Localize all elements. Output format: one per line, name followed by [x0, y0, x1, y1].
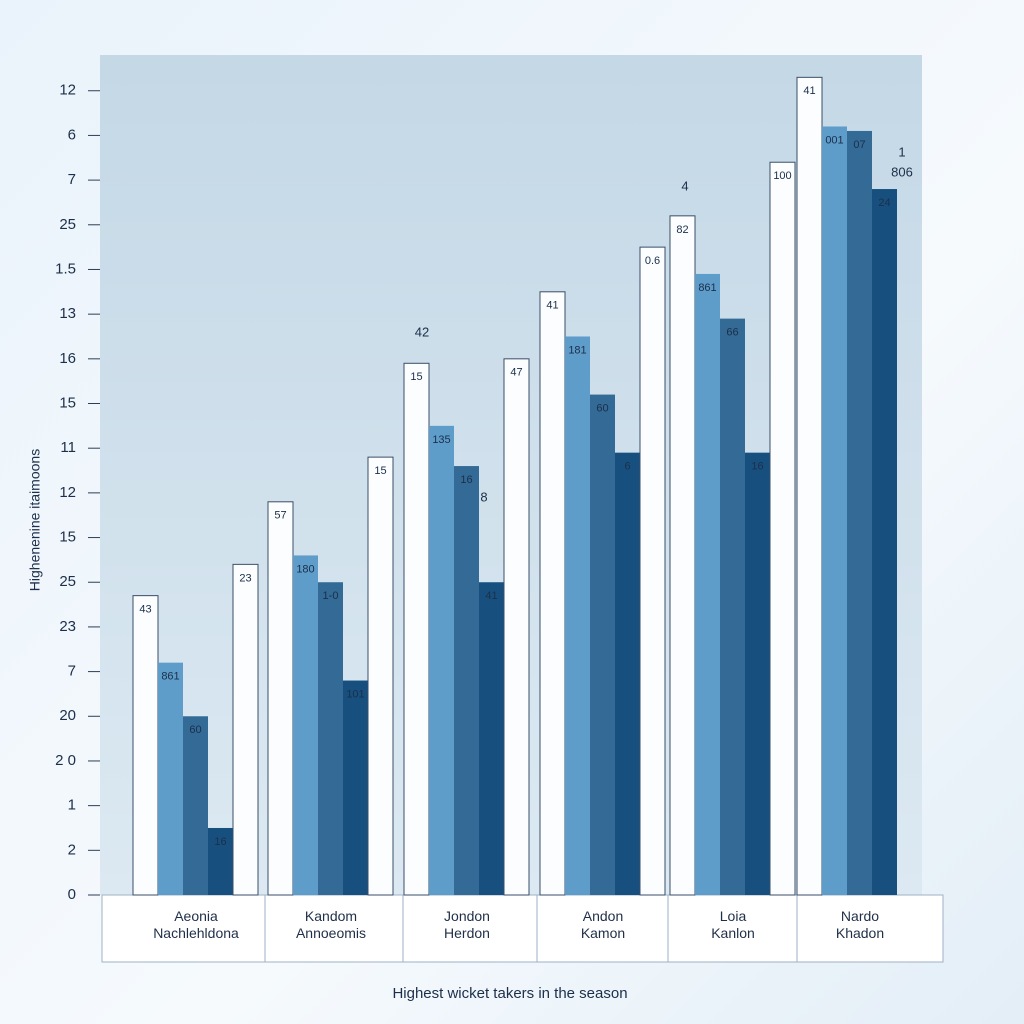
bar [343, 680, 368, 895]
bar [479, 582, 504, 895]
value-label: 41 [485, 590, 497, 602]
y-tick-label: 6 [68, 126, 76, 143]
value-label: 24 [878, 197, 890, 209]
annotation: 8 [480, 489, 487, 504]
y-tick-label: 25 [59, 573, 76, 590]
y-tick-label: 12 [59, 82, 76, 99]
value-label: 101 [346, 688, 364, 700]
value-label: 15 [374, 465, 386, 477]
y-tick-label: 25 [59, 216, 76, 233]
annotation: 4 [681, 178, 688, 193]
y-tick-label: 20 [59, 707, 76, 724]
y-tick-label: 15 [59, 529, 76, 546]
bar [615, 452, 640, 895]
bar [720, 318, 745, 895]
value-label: 23 [239, 572, 251, 584]
bar [565, 336, 590, 895]
value-label: 16 [214, 836, 226, 848]
bar [822, 126, 847, 895]
y-tick-label: 2 0 [55, 752, 76, 769]
bar [293, 555, 318, 895]
bar [208, 827, 233, 895]
y-tick-label: 1 [68, 797, 76, 814]
bar [847, 130, 872, 895]
value-label: 57 [274, 510, 286, 522]
y-tick-label: 7 [68, 663, 76, 680]
bar [745, 452, 770, 895]
y-tick-label: 16 [59, 350, 76, 367]
bar [367, 456, 394, 896]
bar [318, 582, 343, 895]
bar [503, 358, 530, 896]
annotation: 1 [898, 144, 905, 159]
bar [403, 362, 430, 896]
y-tick-label: 11 [60, 439, 76, 456]
value-label: 180 [296, 563, 314, 575]
bar [454, 466, 479, 895]
x-tick-label: Kandom Annoeomis [295, 908, 367, 941]
bar [132, 595, 159, 896]
value-label: 181 [568, 344, 586, 356]
value-label: 82 [676, 224, 688, 236]
bar [639, 246, 666, 896]
category-dividers [264, 895, 798, 962]
y-tick-label: 1.5 [55, 260, 76, 277]
bar [872, 189, 897, 896]
x-tick-label: Loia Kanlon [711, 908, 755, 941]
y-tick-label: 13 [59, 305, 76, 322]
value-label: 6 [624, 461, 630, 473]
value-label: 100 [773, 170, 791, 182]
bar [429, 425, 454, 895]
x-tick-label: Andon Kamon [580, 908, 626, 941]
value-label: 41 [803, 85, 815, 97]
bar [183, 716, 208, 895]
value-label: 47 [510, 367, 522, 379]
bar [590, 394, 615, 895]
category-strip [101, 894, 944, 963]
value-label: 135 [432, 434, 450, 446]
bar [695, 273, 720, 895]
value-label: 60 [189, 724, 201, 736]
value-label: 1-0 [323, 590, 339, 602]
value-label: 07 [853, 139, 865, 151]
y-axis-title: Highenenine itaimoons [27, 449, 43, 591]
x-axis-title: Highest wicket takers in the season [392, 985, 627, 1002]
value-label: 15 [410, 371, 422, 383]
value-label: 861 [698, 282, 716, 294]
value-label: 16 [751, 461, 763, 473]
y-tick-label: 0 [68, 886, 76, 903]
value-label: 0.6 [645, 255, 660, 267]
value-label: 16 [460, 474, 472, 486]
annotation: 806 [891, 164, 913, 179]
bar [232, 563, 259, 896]
y-tick-label: 7 [68, 171, 76, 188]
value-label: 001 [825, 134, 843, 146]
bar [158, 662, 183, 895]
x-tick-label: Nardo Khadon [835, 908, 885, 941]
y-tick-label: 2 [68, 841, 76, 858]
x-tick-label: Jondon Herdon [444, 908, 490, 941]
value-label: 41 [546, 300, 558, 312]
bar [769, 161, 796, 896]
value-label: 43 [139, 604, 151, 616]
y-tick-label: 15 [59, 394, 76, 411]
value-label: 861 [161, 671, 179, 683]
bar [669, 215, 696, 896]
value-label: 60 [596, 402, 608, 414]
y-tick-label: 12 [59, 484, 76, 501]
x-tick-label: Aeonia Nachlehldona [153, 908, 239, 941]
bar [539, 291, 566, 896]
value-label: 66 [726, 327, 738, 339]
bar [796, 76, 823, 896]
bar [267, 501, 294, 896]
y-tick-label: 23 [59, 618, 76, 635]
annotation: 42 [415, 324, 429, 339]
